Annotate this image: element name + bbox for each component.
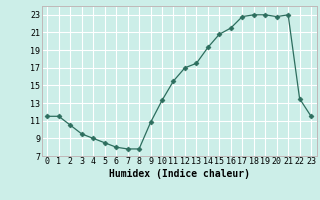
X-axis label: Humidex (Indice chaleur): Humidex (Indice chaleur) bbox=[109, 169, 250, 179]
